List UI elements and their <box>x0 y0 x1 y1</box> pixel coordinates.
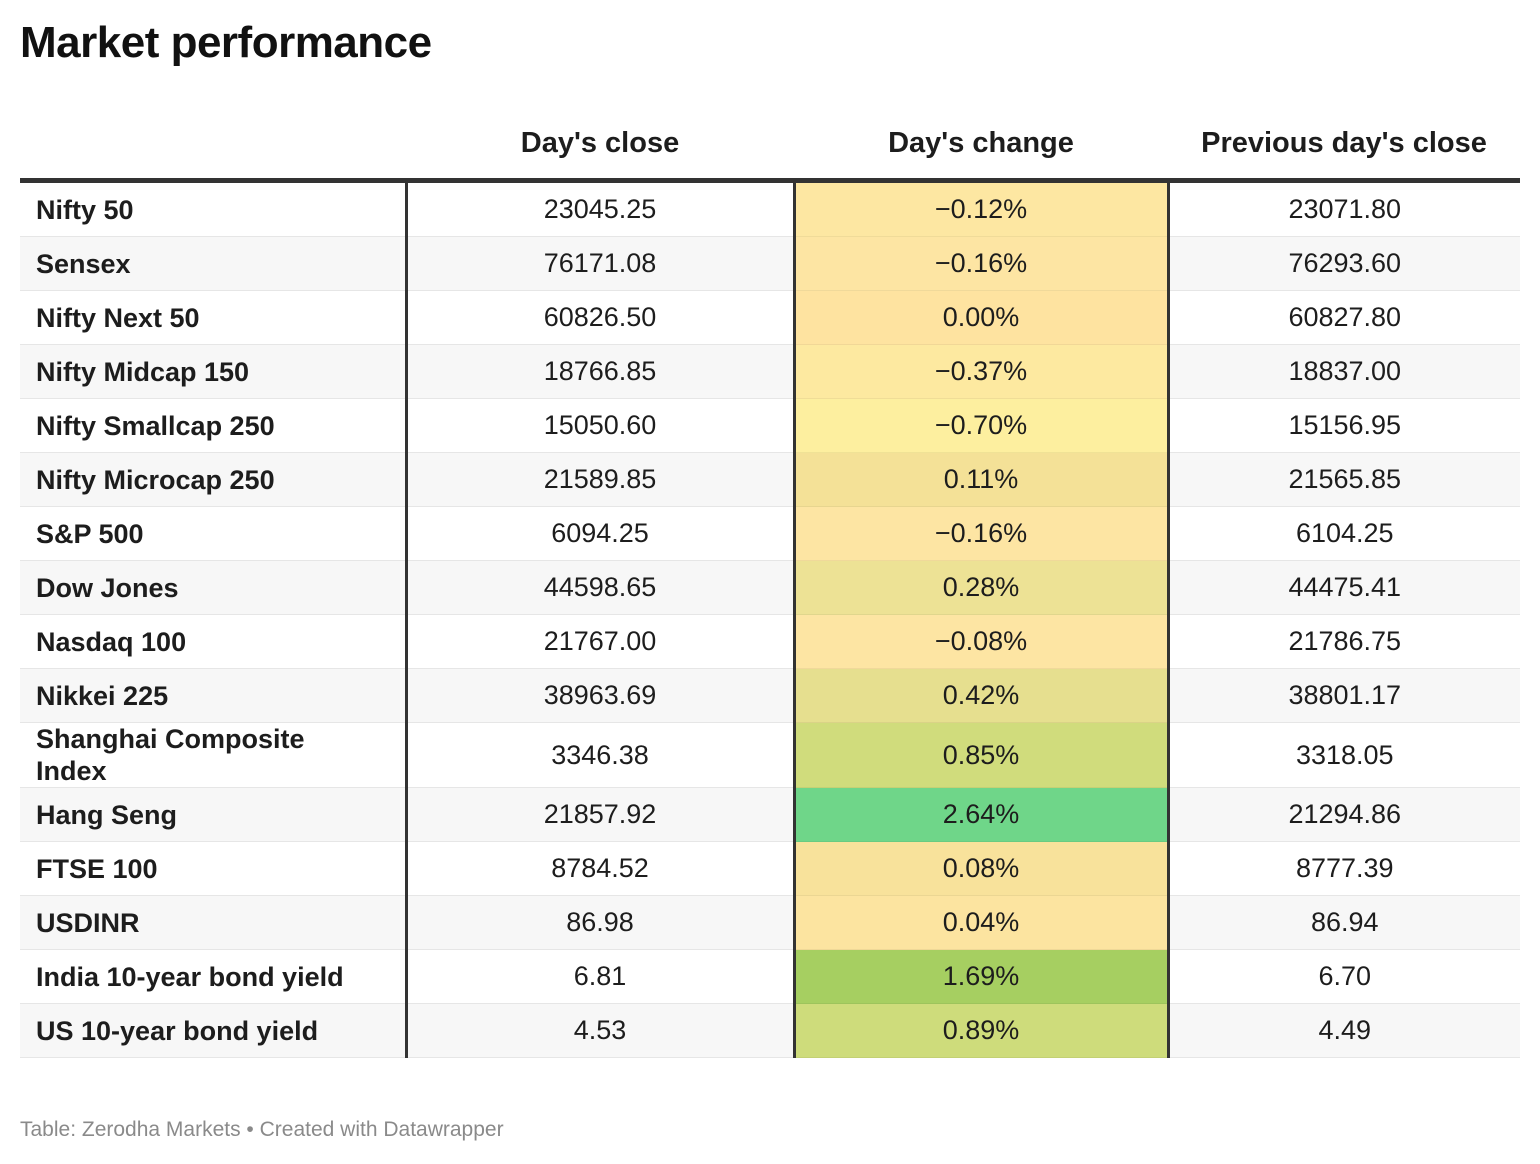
days-close-cell: 38963.69 <box>406 668 796 723</box>
source-footer: Table: Zerodha Markets • Created with Da… <box>20 1118 504 1141</box>
days-close-cell: 6.81 <box>406 949 796 1004</box>
days-close-cell: 15050.60 <box>406 398 796 453</box>
previous-close-cell: 76293.60 <box>1168 236 1520 291</box>
days-change-cell: 0.04% <box>794 895 1170 950</box>
days-change-cell: −0.16% <box>794 236 1170 291</box>
days-change-cell: −0.16% <box>794 506 1170 561</box>
table-row: S&P 500 6094.25 −0.16% 6104.25 <box>20 506 1520 561</box>
days-close-cell: 8784.52 <box>406 841 796 896</box>
days-change-cell: 2.64% <box>794 787 1170 842</box>
row-name-cell: US 10-year bond yield <box>20 1003 408 1058</box>
table-row: US 10-year bond yield 4.53 0.89% 4.49 <box>20 1003 1520 1058</box>
previous-close-cell: 60827.80 <box>1168 290 1520 345</box>
market-performance-table: Day's close Day's change Previous day's … <box>20 108 1520 1058</box>
days-change-cell: 0.89% <box>794 1003 1170 1058</box>
days-close-cell: 4.53 <box>406 1003 796 1058</box>
table-header-row: Day's close Day's change Previous day's … <box>20 108 1520 183</box>
previous-close-cell: 86.94 <box>1168 895 1520 950</box>
previous-close-cell: 21565.85 <box>1168 452 1520 507</box>
row-name-cell: Dow Jones <box>20 560 408 615</box>
column-header-previous-close: Previous day's close <box>1168 108 1520 183</box>
table-row: Nifty Smallcap 250 15050.60 −0.70% 15156.95 <box>20 398 1520 453</box>
days-close-cell: 18766.85 <box>406 344 796 399</box>
previous-close-cell: 4.49 <box>1168 1003 1520 1058</box>
row-name-cell: Nifty Next 50 <box>20 290 408 345</box>
row-name-cell: S&P 500 <box>20 506 408 561</box>
days-close-cell: 21589.85 <box>406 452 796 507</box>
previous-close-cell: 18837.00 <box>1168 344 1520 399</box>
days-close-cell: 3346.38 <box>406 722 796 788</box>
column-header-days-close: Day's close <box>406 108 794 183</box>
previous-close-cell: 21786.75 <box>1168 614 1520 669</box>
days-change-cell: −0.08% <box>794 614 1170 669</box>
days-close-cell: 21857.92 <box>406 787 796 842</box>
days-close-cell: 21767.00 <box>406 614 796 669</box>
days-change-cell: 0.11% <box>794 452 1170 507</box>
days-change-cell: 0.85% <box>794 722 1170 788</box>
column-header-days-change: Day's change <box>794 108 1168 183</box>
days-close-cell: 23045.25 <box>406 180 796 237</box>
table-row: Hang Seng 21857.92 2.64% 21294.86 <box>20 787 1520 842</box>
table-row: Nifty Next 50 60826.50 0.00% 60827.80 <box>20 290 1520 345</box>
days-close-cell: 6094.25 <box>406 506 796 561</box>
days-change-cell: −0.12% <box>794 180 1170 237</box>
days-close-cell: 44598.65 <box>406 560 796 615</box>
table-row: Dow Jones 44598.65 0.28% 44475.41 <box>20 560 1520 615</box>
row-name-cell: Nifty Smallcap 250 <box>20 398 408 453</box>
previous-close-cell: 8777.39 <box>1168 841 1520 896</box>
table-row: Nifty 50 23045.25 −0.12% 23071.80 <box>20 180 1520 237</box>
table-row: Nifty Microcap 250 21589.85 0.11% 21565.85 <box>20 452 1520 507</box>
previous-close-cell: 44475.41 <box>1168 560 1520 615</box>
row-name-cell: FTSE 100 <box>20 841 408 896</box>
row-name-cell: Nasdaq 100 <box>20 614 408 669</box>
table-row: India 10-year bond yield 6.81 1.69% 6.70 <box>20 949 1520 1004</box>
table-row: Nifty Midcap 150 18766.85 −0.37% 18837.00 <box>20 344 1520 399</box>
days-change-cell: −0.70% <box>794 398 1170 453</box>
days-close-cell: 76171.08 <box>406 236 796 291</box>
row-name-cell: USDINR <box>20 895 408 950</box>
row-name-cell: Nifty Midcap 150 <box>20 344 408 399</box>
previous-close-cell: 6104.25 <box>1168 506 1520 561</box>
days-change-cell: 1.69% <box>794 949 1170 1004</box>
days-close-cell: 86.98 <box>406 895 796 950</box>
table-row: Shanghai Composite Index 3346.38 0.85% 3318… <box>20 722 1520 788</box>
row-name-cell: Sensex <box>20 236 408 291</box>
row-name-cell: Shanghai Composite Index <box>20 722 408 788</box>
days-close-cell: 60826.50 <box>406 290 796 345</box>
row-name-cell: Hang Seng <box>20 787 408 842</box>
table-row: Nasdaq 100 21767.00 −0.08% 21786.75 <box>20 614 1520 669</box>
row-name-cell: Nifty 50 <box>20 180 408 237</box>
days-change-cell: 0.08% <box>794 841 1170 896</box>
previous-close-cell: 21294.86 <box>1168 787 1520 842</box>
table-body: Nifty 50 23045.25 −0.12% 23071.80 Sensex 7617… <box>20 180 1520 1058</box>
previous-close-cell: 15156.95 <box>1168 398 1520 453</box>
previous-close-cell: 38801.17 <box>1168 668 1520 723</box>
page-title: Market performance <box>20 18 432 67</box>
column-header-name <box>20 108 406 183</box>
days-change-cell: 0.28% <box>794 560 1170 615</box>
row-name-cell: India 10-year bond yield <box>20 949 408 1004</box>
row-name-cell: Nifty Microcap 250 <box>20 452 408 507</box>
previous-close-cell: 23071.80 <box>1168 180 1520 237</box>
previous-close-cell: 6.70 <box>1168 949 1520 1004</box>
days-change-cell: −0.37% <box>794 344 1170 399</box>
previous-close-cell: 3318.05 <box>1168 722 1520 788</box>
row-name-cell: Nikkei 225 <box>20 668 408 723</box>
days-change-cell: 0.00% <box>794 290 1170 345</box>
table-row: FTSE 100 8784.52 0.08% 8777.39 <box>20 841 1520 896</box>
table-row: Sensex 76171.08 −0.16% 76293.60 <box>20 236 1520 291</box>
table-row: Nikkei 225 38963.69 0.42% 38801.17 <box>20 668 1520 723</box>
days-change-cell: 0.42% <box>794 668 1170 723</box>
table-row: USDINR 86.98 0.04% 86.94 <box>20 895 1520 950</box>
